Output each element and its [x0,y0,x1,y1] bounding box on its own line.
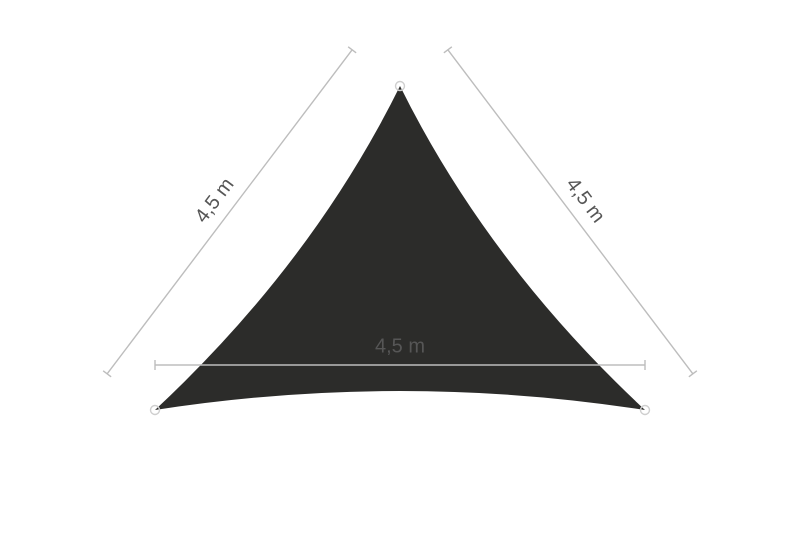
dimension-tick-right-b [689,371,697,377]
dimension-label-left: 4,5 m [191,174,239,227]
shade-sail-shape [155,86,645,410]
dimension-label-right: 4,5 m [561,174,609,227]
dimension-label-bottom: 4,5 m [375,335,425,357]
dimension-tick-left-b [103,371,111,377]
dimension-tick-right-a [444,47,452,53]
dimension-tick-left-a [348,47,356,53]
